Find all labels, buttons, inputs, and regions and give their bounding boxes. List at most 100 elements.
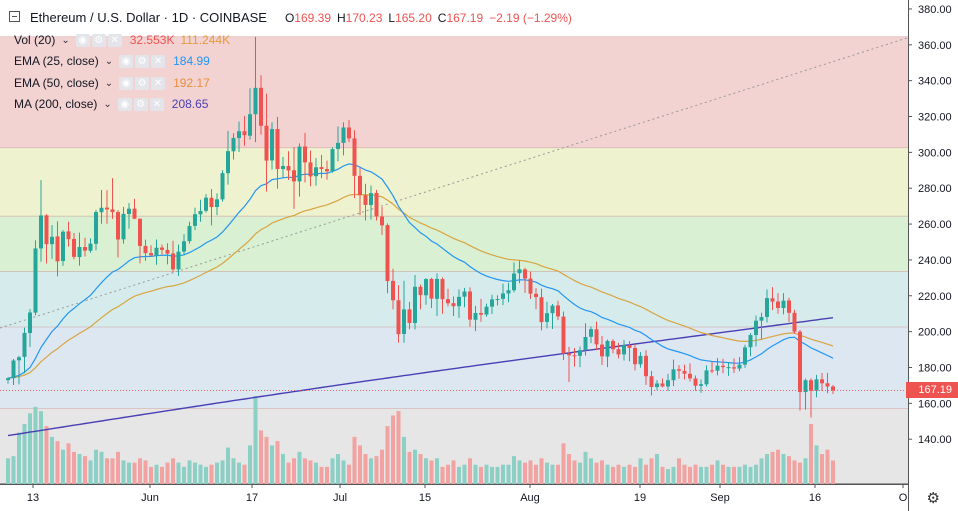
volume-bar xyxy=(363,454,368,484)
candle-body xyxy=(704,370,709,385)
collapse-icon[interactable] xyxy=(9,11,20,22)
y-tick-label: 160.00 xyxy=(918,398,952,410)
close-icon[interactable]: ✕ xyxy=(151,76,166,90)
legend-ema25[interactable]: EMA (25, close) ⌄ ◉ ⚙ ✕ 184.99 xyxy=(14,54,210,68)
fib-zone xyxy=(0,147,908,217)
candle-body xyxy=(292,170,296,182)
close-icon[interactable]: ✕ xyxy=(151,54,166,68)
eye-icon[interactable]: ◉ xyxy=(75,33,90,47)
candle-body xyxy=(226,151,230,174)
candle-body xyxy=(264,125,269,161)
candle-body xyxy=(809,380,813,391)
volume-bar xyxy=(528,460,533,484)
candle-body xyxy=(385,225,390,282)
candle-body xyxy=(281,165,285,170)
volume-bar xyxy=(693,464,698,484)
candle-body xyxy=(171,253,175,270)
volume-bar xyxy=(550,464,555,484)
volume-bar xyxy=(688,466,692,484)
volume-bar xyxy=(281,454,285,484)
candle-body xyxy=(176,251,181,270)
candle-body xyxy=(182,241,186,252)
volume-bar xyxy=(605,464,610,484)
volume-bar xyxy=(209,464,214,484)
close-icon[interactable]: ✕ xyxy=(149,97,164,111)
volume-bar xyxy=(264,436,269,484)
volume-bar xyxy=(759,458,764,484)
candle-body xyxy=(611,340,615,350)
candle-body xyxy=(28,312,32,334)
candle-body xyxy=(693,378,698,386)
candle-body xyxy=(248,114,252,136)
chevron-down-icon[interactable]: ⌄ xyxy=(104,77,114,89)
candle-body xyxy=(116,212,120,240)
eye-icon[interactable]: ◉ xyxy=(119,76,134,90)
volume-bar xyxy=(176,462,181,484)
candle-body xyxy=(198,210,203,215)
volume-bar xyxy=(468,458,472,484)
volume-bar xyxy=(600,460,604,484)
candle-body xyxy=(407,309,412,324)
volume-bar xyxy=(572,460,577,484)
fib-zone xyxy=(0,216,908,272)
y-tick-label: 180.00 xyxy=(918,362,952,374)
candle-body xyxy=(798,331,802,393)
candle-body xyxy=(682,370,687,374)
candle-body xyxy=(660,383,665,387)
volume-bar xyxy=(649,458,654,484)
volume-bar xyxy=(83,456,87,484)
volume-bar xyxy=(242,464,247,484)
x-tick-label: Sep xyxy=(710,492,730,504)
candle-body xyxy=(363,195,368,205)
candle-body xyxy=(99,207,104,213)
candle-body xyxy=(61,231,65,262)
candle-body xyxy=(473,312,478,320)
candle-body xyxy=(605,340,610,357)
trend-line xyxy=(0,37,909,329)
gear-icon[interactable]: ⚙ xyxy=(133,97,148,111)
candle-body xyxy=(17,357,21,361)
volume-bar xyxy=(660,466,665,484)
candle-body xyxy=(594,329,599,345)
volume-bar xyxy=(820,454,824,484)
close-icon[interactable]: ✕ xyxy=(107,33,122,47)
ohlc-open: O169.39 xyxy=(284,10,331,25)
candle-body xyxy=(358,175,362,196)
volume-bar xyxy=(22,424,27,484)
ohlc-close: C167.19 xyxy=(437,10,484,25)
volume-bar xyxy=(325,466,329,484)
chevron-down-icon[interactable]: ⌄ xyxy=(61,34,70,46)
x-tick-label: O xyxy=(899,492,908,504)
candle-body xyxy=(754,320,758,336)
gear-icon[interactable]: ⚙ xyxy=(135,54,150,68)
candle-body xyxy=(220,173,225,200)
chevron-down-icon[interactable]: ⌄ xyxy=(104,55,114,67)
gear-icon[interactable]: ⚙ xyxy=(926,490,940,507)
volume-bar xyxy=(578,462,582,484)
candle-body xyxy=(490,299,494,307)
ohlc-change: −2.19 (−1.29%) xyxy=(489,10,572,25)
y-tick-label: 340.00 xyxy=(918,76,952,88)
legend-volume[interactable]: Vol (20) ⌄ ◉ ⚙ ✕ 32.553K 111.244K xyxy=(14,33,230,47)
ema50-line xyxy=(7,193,834,379)
volume-bar xyxy=(418,454,423,484)
candle-body xyxy=(649,376,654,388)
candle-body xyxy=(484,306,489,315)
ema50-value: 192.17 xyxy=(173,76,210,90)
gear-icon[interactable]: ⚙ xyxy=(135,76,150,90)
eye-icon[interactable]: ◉ xyxy=(119,54,134,68)
last-price-tag: 167.19 xyxy=(906,382,958,399)
candle-body xyxy=(578,350,582,356)
gear-icon[interactable]: ⚙ xyxy=(91,33,106,47)
candle-body xyxy=(561,316,566,354)
volume-bar xyxy=(121,460,126,484)
volume-bar xyxy=(407,451,412,484)
y-tick-label: 240.00 xyxy=(918,255,952,267)
volume-bar xyxy=(677,458,681,484)
legend-ma200[interactable]: MA (200, close) ⌄ ◉ ⚙ ✕ 208.65 xyxy=(14,97,208,111)
legend-ema50[interactable]: EMA (50, close) ⌄ ◉ ⚙ ✕ 192.17 xyxy=(14,76,210,90)
candle-body xyxy=(715,365,720,371)
chevron-down-icon[interactable]: ⌄ xyxy=(103,98,112,110)
eye-icon[interactable]: ◉ xyxy=(117,97,132,111)
